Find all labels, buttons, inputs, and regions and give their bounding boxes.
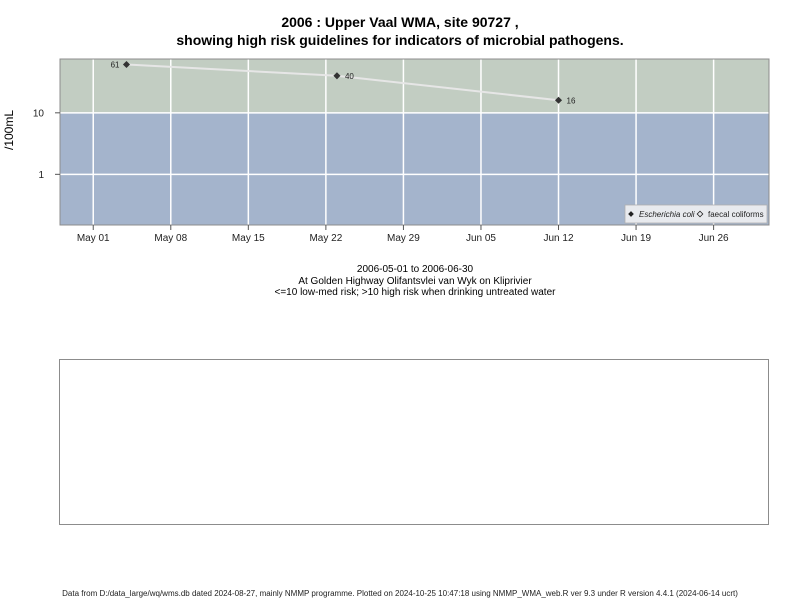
- x-tick-label: Jun 26: [699, 233, 729, 244]
- legend-label-ecoli: Escherichia coli: [639, 210, 695, 219]
- chart-title-line2: showing high risk guidelines for indicat…: [176, 32, 624, 48]
- x-tick-label: May 01: [77, 233, 110, 244]
- risk-guideline-note: <=10 low-med risk; >10 high risk when dr…: [274, 287, 556, 298]
- x-tick-label: May 29: [387, 233, 420, 244]
- data-label: 61: [111, 61, 120, 70]
- y-tick-label: 10: [33, 108, 45, 119]
- legend-open-diamond: [696, 210, 704, 218]
- data-label: 16: [567, 96, 576, 105]
- x-tick-label: Jun 12: [544, 233, 574, 244]
- legend-filled-diamond: [628, 211, 634, 217]
- chart-title-line1: 2006 : Upper Vaal WMA, site 90727 ,: [281, 14, 519, 30]
- empty-plot-panel: [59, 359, 769, 525]
- date-range-subtitle: 2006-05-01 to 2006-06-30: [356, 264, 474, 275]
- y-tick-label: 1: [38, 170, 44, 181]
- ecoli-data-point: [333, 72, 341, 80]
- legend-label-faecal: faecal coliforms: [708, 210, 764, 219]
- ecoli-data-point: [554, 96, 563, 104]
- x-tick-label: May 15: [232, 233, 265, 244]
- site-location-subtitle: At Golden Highway Olifantsvlei van Wyk o…: [298, 276, 532, 287]
- plot-frame: [59, 58, 770, 226]
- x-tick-label: May 22: [309, 233, 342, 244]
- data-label: 40: [345, 72, 354, 81]
- chart-svg: May 01 May 08 May 15 May 22 May 29 Jun 05 Jun …: [33, 58, 770, 244]
- x-tick-label: May 08: [154, 233, 187, 244]
- x-tick-label: Jun 19: [621, 233, 651, 244]
- legend-box: [624, 204, 768, 224]
- x-tick-label: Jun 05: [466, 233, 496, 244]
- data-source-footer: Data from D:/data_large/wq/wms.db dated …: [62, 589, 738, 598]
